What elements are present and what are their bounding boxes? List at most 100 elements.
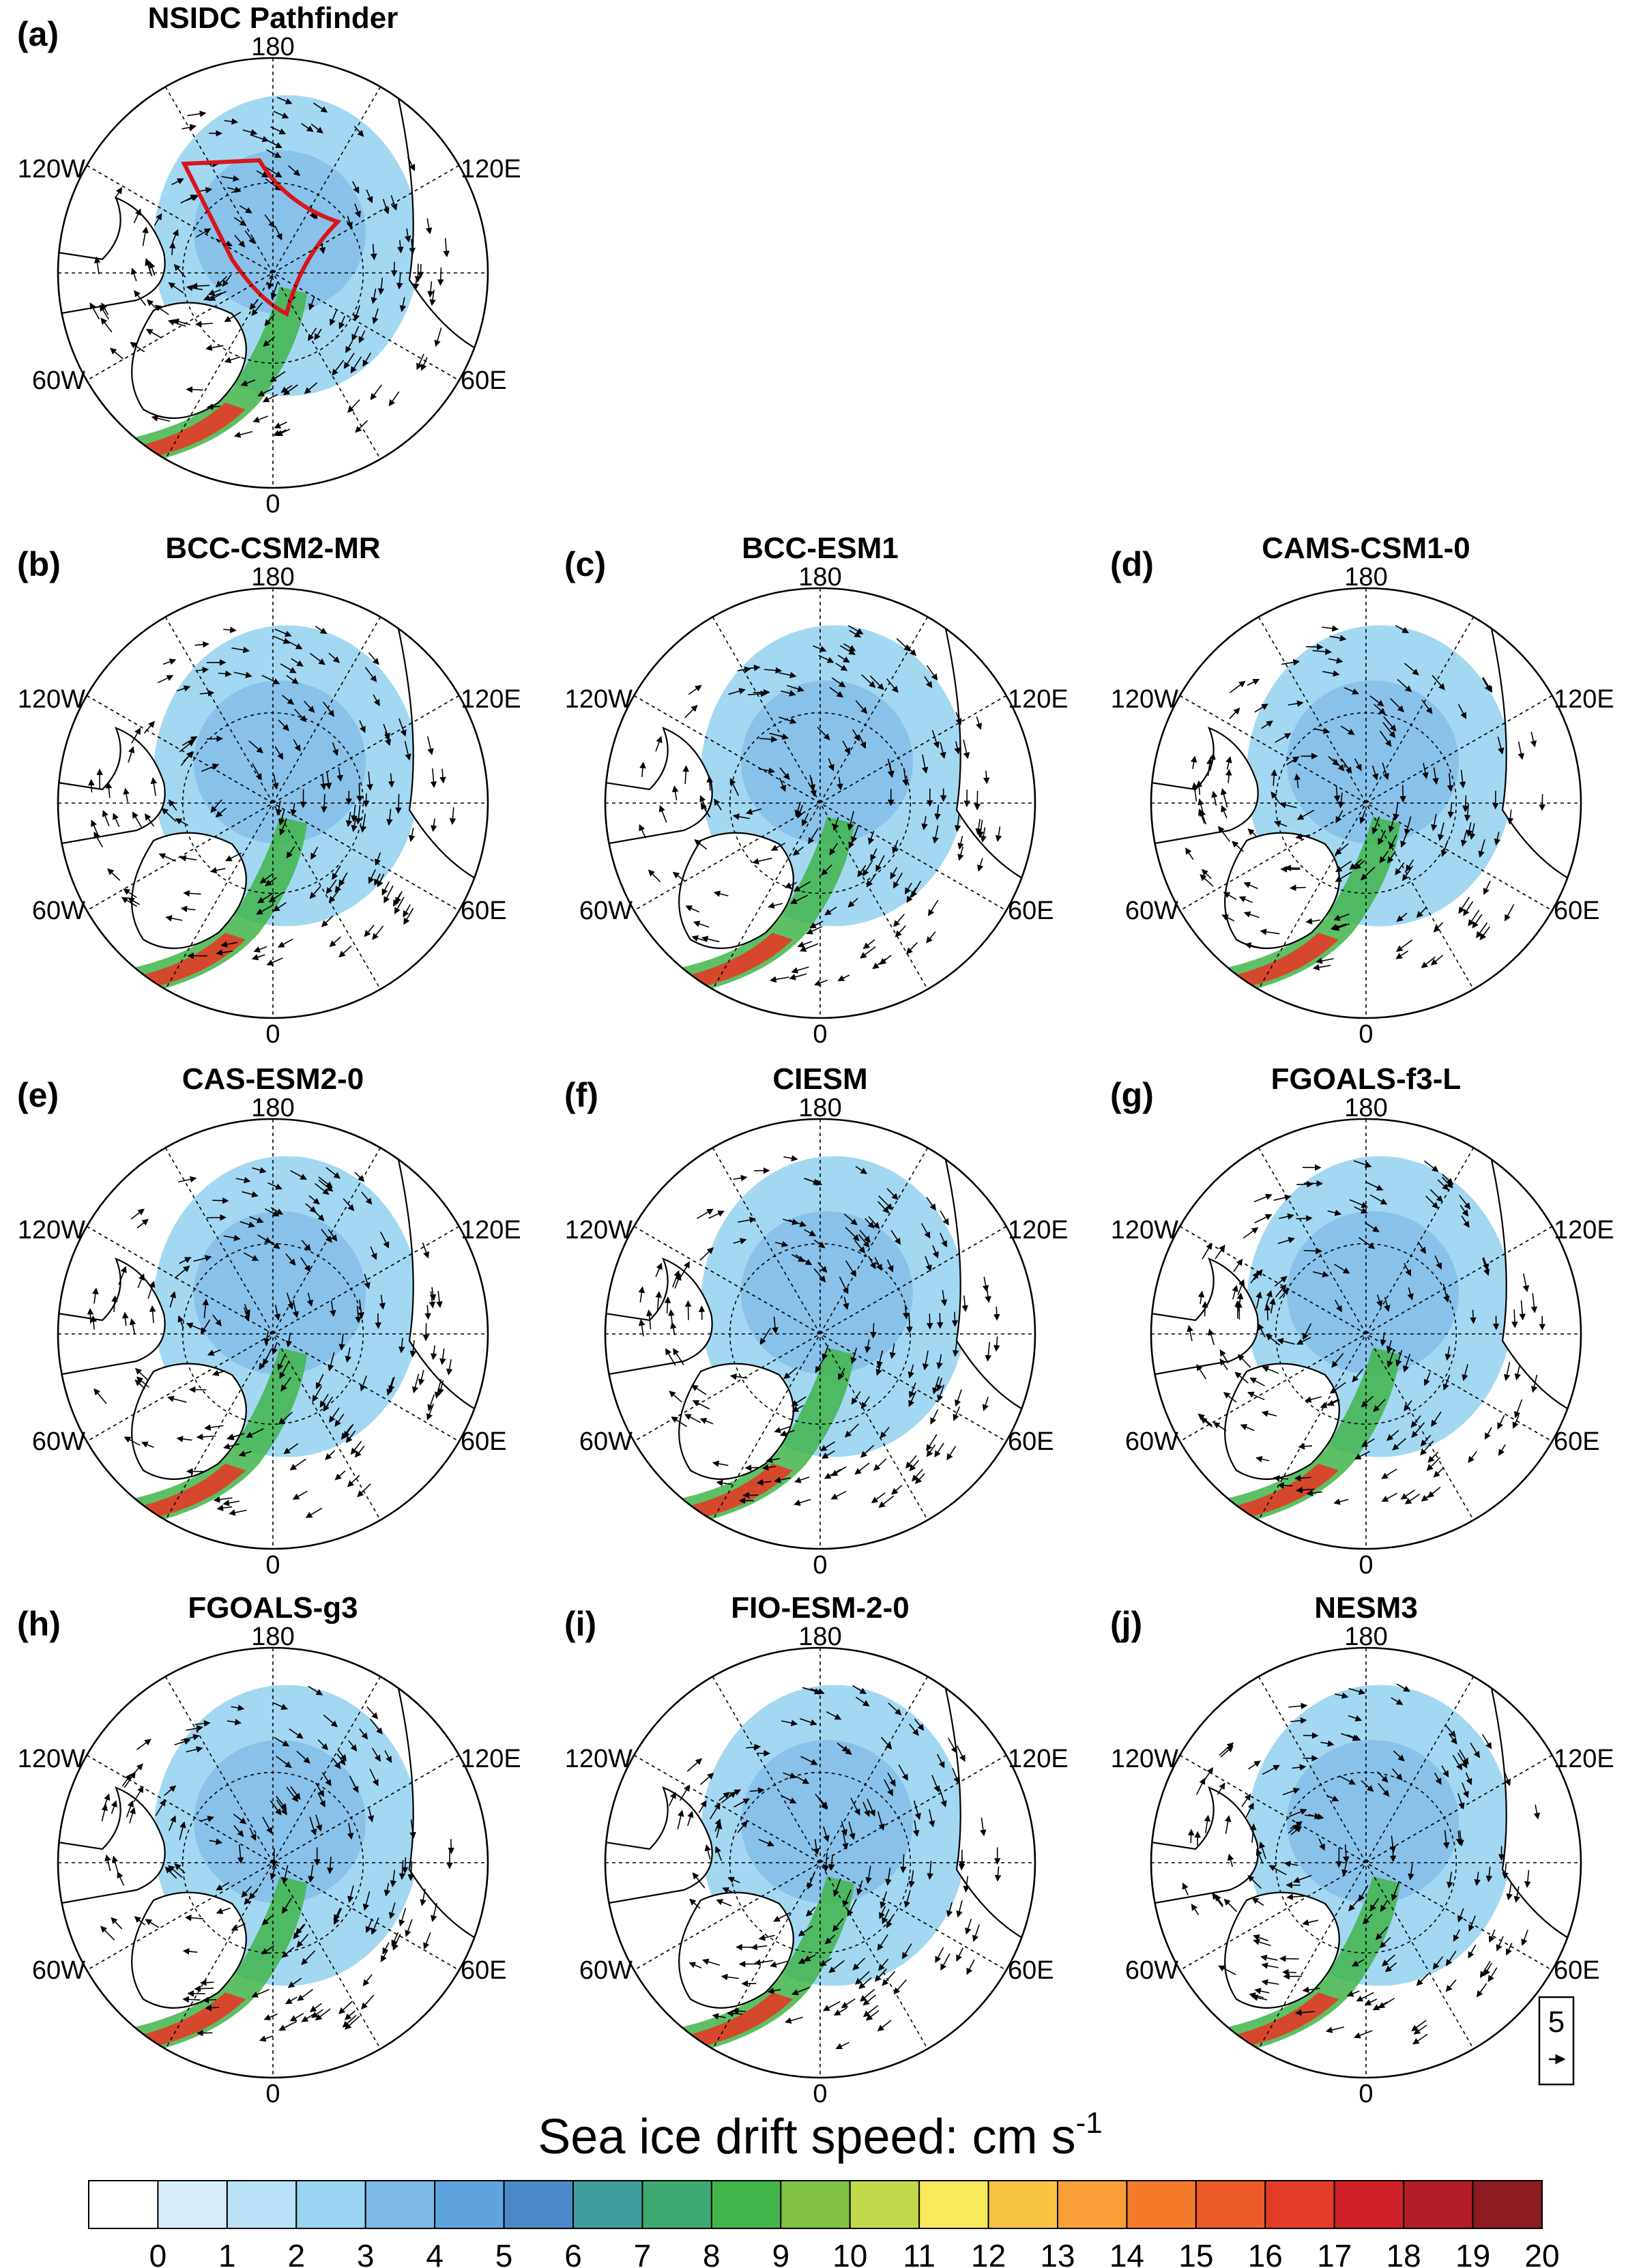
drift-vectors xyxy=(87,1167,453,1518)
map-panel: 180 0 120W 120E 60W 60E (j) NESM3 xyxy=(1110,1591,1614,2108)
map-panel: 180 0 120W 120E 60W 60E (a) NSIDC Pathfinder xyxy=(17,1,521,519)
map-boundary xyxy=(604,587,1036,1019)
lon-label-60w: 60W xyxy=(32,1956,85,1985)
lon-label-180: 180 xyxy=(251,1094,294,1122)
map-panel: 180 0 120W 120E 60W 60E (g) FGOALS-f3-L xyxy=(1110,1062,1614,1580)
map-boundary xyxy=(57,1118,489,1550)
study-region-outline xyxy=(181,158,342,317)
colorbar-swatch xyxy=(364,2180,436,2229)
graticule xyxy=(58,1648,488,2078)
lon-label-0: 0 xyxy=(1359,2080,1373,2108)
panel-letter: (f) xyxy=(564,1076,598,1114)
colorbar-swatch xyxy=(1126,2180,1197,2229)
lon-label-60w: 60W xyxy=(32,897,85,925)
lon-label-120e: 120E xyxy=(461,1745,521,1773)
colorbar-swatch xyxy=(295,2180,366,2229)
panel-title: NSIDC Pathfinder xyxy=(148,1,398,35)
drift-vectors xyxy=(88,626,456,966)
colorbar-swatch xyxy=(1403,2180,1474,2229)
colorbar-swatch xyxy=(572,2180,643,2229)
map-boundary xyxy=(604,1646,1036,2079)
lon-label-60e: 60E xyxy=(1554,897,1600,925)
lon-label-180: 180 xyxy=(798,563,841,592)
map-panel: 180 0 120W 120E 60W 60E (b) BCC-CSM2-MR xyxy=(17,532,521,1049)
lon-label-120e: 120E xyxy=(1008,685,1069,714)
map-panel: 180 0 120W 120E 60W 60E (h) FGOALS-g3 xyxy=(17,1591,521,2108)
map-boundary xyxy=(604,1118,1036,1550)
colorbar-swatch xyxy=(157,2180,228,2229)
map-panel: 180 0 120W 120E 60W 60E (e) CAS-ESM2-0 xyxy=(17,1062,521,1580)
colorbar-tick-label: 5 xyxy=(495,2238,513,2268)
panel-title: FIO-ESM-2-0 xyxy=(731,1591,910,1625)
panel-letter: (b) xyxy=(17,545,61,583)
map-boundary xyxy=(1150,587,1582,1019)
drift-vectors xyxy=(100,1685,455,2042)
lon-label-120e: 120E xyxy=(1008,1216,1069,1245)
colorbar-swatch xyxy=(1057,2180,1128,2229)
lon-label-120e: 120E xyxy=(1008,1745,1069,1773)
panel-letter: (d) xyxy=(1110,545,1154,583)
lon-label-120w: 120W xyxy=(1111,685,1178,714)
colorbar-swatch xyxy=(1472,2180,1543,2229)
panel-title: FGOALS-f3-L xyxy=(1271,1062,1462,1096)
lon-label-180: 180 xyxy=(251,33,294,61)
lon-label-120w: 120W xyxy=(565,1745,633,1773)
graticule xyxy=(1151,1648,1581,2078)
graticule xyxy=(1151,1119,1581,1549)
lon-label-0: 0 xyxy=(265,1020,280,1049)
graticule xyxy=(58,1119,488,1549)
panel-letter: (c) xyxy=(564,545,606,583)
lon-label-0: 0 xyxy=(265,490,280,519)
colorbar-swatch xyxy=(226,2180,297,2229)
graticule xyxy=(58,58,488,488)
map-boundary xyxy=(57,1646,489,2079)
lon-label-0: 0 xyxy=(265,1551,280,1580)
lon-label-120e: 120E xyxy=(461,685,521,714)
lon-label-60e: 60E xyxy=(1008,897,1054,925)
lon-label-180: 180 xyxy=(798,1094,841,1122)
lon-label-180: 180 xyxy=(1344,563,1387,592)
lon-label-60e: 60E xyxy=(1008,1427,1054,1456)
lon-label-120e: 120E xyxy=(1554,685,1614,714)
reference-vector-value: 5 xyxy=(1548,2005,1565,2039)
lon-label-120e: 120E xyxy=(1554,1745,1614,1773)
drift-vectors xyxy=(1187,1160,1546,1505)
colorbar-tick-label: 3 xyxy=(357,2238,375,2268)
lon-label-60w: 60W xyxy=(32,366,85,395)
colorbar-swatch xyxy=(987,2180,1058,2229)
colorbar-tick-label: 20 xyxy=(1524,2238,1559,2268)
colorbar-swatch xyxy=(88,2180,159,2229)
colorbar-swatch xyxy=(849,2180,920,2229)
lon-label-120w: 120W xyxy=(18,1216,85,1245)
map-panel: 180 0 120W 120E 60W 60E (c) BCC-ESM1 xyxy=(564,532,1069,1049)
graticule xyxy=(605,588,1035,1018)
colorbar-swatch xyxy=(641,2180,712,2229)
lon-label-0: 0 xyxy=(1359,1020,1373,1049)
lon-label-120e: 120E xyxy=(461,155,521,184)
colorbar-tick-label: 2 xyxy=(287,2238,305,2268)
map-panel: 180 0 120W 120E 60W 60E (d) CAMS-CSM1-0 xyxy=(1110,532,1614,1049)
colorbar-tick-label: 1 xyxy=(218,2238,236,2268)
drift-vectors xyxy=(1182,1683,1541,2045)
colorbar-tick-label: 4 xyxy=(426,2238,444,2268)
graticule xyxy=(605,1119,1035,1549)
graticule xyxy=(1151,588,1581,1018)
lon-label-120w: 120W xyxy=(1111,1745,1178,1773)
panel-letter: (i) xyxy=(564,1605,596,1643)
colorbar-tick-label: 17 xyxy=(1317,2238,1352,2268)
colorbar-tick-label: 12 xyxy=(971,2238,1006,2268)
graticule xyxy=(58,588,488,1018)
lon-label-60e: 60E xyxy=(461,366,507,395)
colorbar-swatch xyxy=(503,2180,574,2229)
lon-label-60w: 60W xyxy=(579,1427,633,1456)
panel-title: BCC-CSM2-MR xyxy=(165,532,380,565)
map-boundary xyxy=(1150,1118,1582,1550)
lon-label-120w: 120W xyxy=(18,685,85,714)
lon-label-0: 0 xyxy=(1359,1551,1373,1580)
colorbar-swatch xyxy=(1333,2180,1405,2229)
colorbar-boxes xyxy=(88,2180,1543,2229)
panel-title: CIESM xyxy=(772,1062,867,1096)
reference-vector-box: 5 xyxy=(1538,1996,1575,2086)
